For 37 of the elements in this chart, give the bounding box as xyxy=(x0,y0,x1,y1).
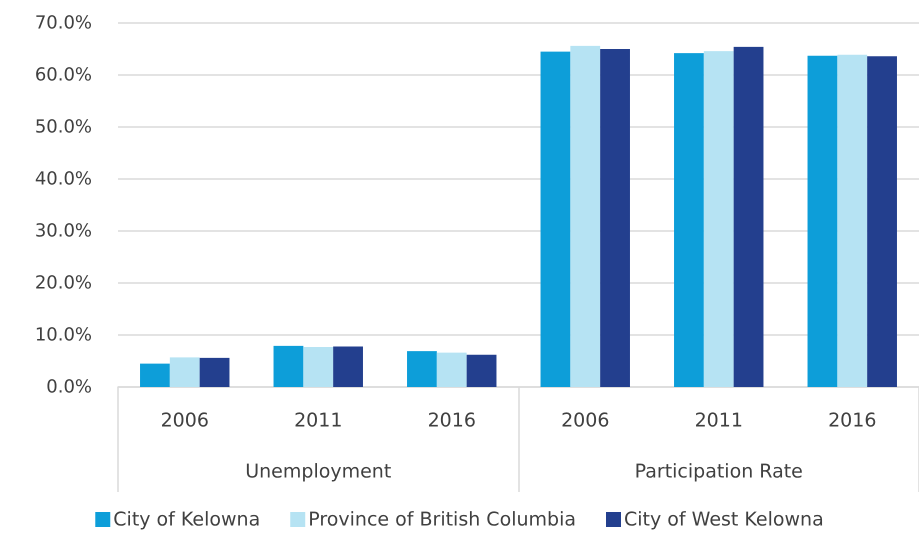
y-tick-label: 60.0% xyxy=(34,64,92,86)
bar xyxy=(867,56,897,387)
bar xyxy=(466,354,496,387)
y-tick-label: 50.0% xyxy=(34,116,92,138)
bar xyxy=(303,346,334,387)
bar xyxy=(140,364,170,387)
x-tick-label: 2016 xyxy=(828,410,876,432)
x-tick-label: 2011 xyxy=(294,410,342,432)
y-tick-label: 70.0% xyxy=(34,12,92,34)
y-tick-label: 40.0% xyxy=(34,168,92,190)
x-tick-label: 2006 xyxy=(561,410,610,432)
y-tick-label: 30.0% xyxy=(34,220,92,242)
x-tick-label: 2011 xyxy=(694,410,743,432)
bar xyxy=(274,346,304,387)
bar xyxy=(540,52,570,387)
bar xyxy=(200,358,230,387)
x-tick-label: 2016 xyxy=(428,410,476,432)
y-tick-label: 20.0% xyxy=(34,272,92,294)
y-tick-label: 0.0% xyxy=(46,376,92,398)
bar xyxy=(170,357,200,387)
bar xyxy=(570,46,600,387)
bar xyxy=(333,346,363,387)
legend-label: City of Kelowna xyxy=(113,508,260,530)
legend-label: City of West Kelowna xyxy=(624,508,824,530)
text: Participation Rate xyxy=(634,460,803,482)
bar xyxy=(734,46,764,387)
bar xyxy=(407,351,437,387)
bar xyxy=(808,56,838,387)
x-tick-label: 2006 xyxy=(160,410,209,432)
bar xyxy=(837,54,868,387)
bar xyxy=(704,51,734,387)
y-tick-label: 10.0% xyxy=(34,324,92,346)
legend-label: Province of British Columbia xyxy=(308,508,576,530)
bar xyxy=(674,53,704,387)
bar xyxy=(600,49,630,387)
bar xyxy=(436,352,467,387)
text: Unemployment xyxy=(245,460,392,482)
